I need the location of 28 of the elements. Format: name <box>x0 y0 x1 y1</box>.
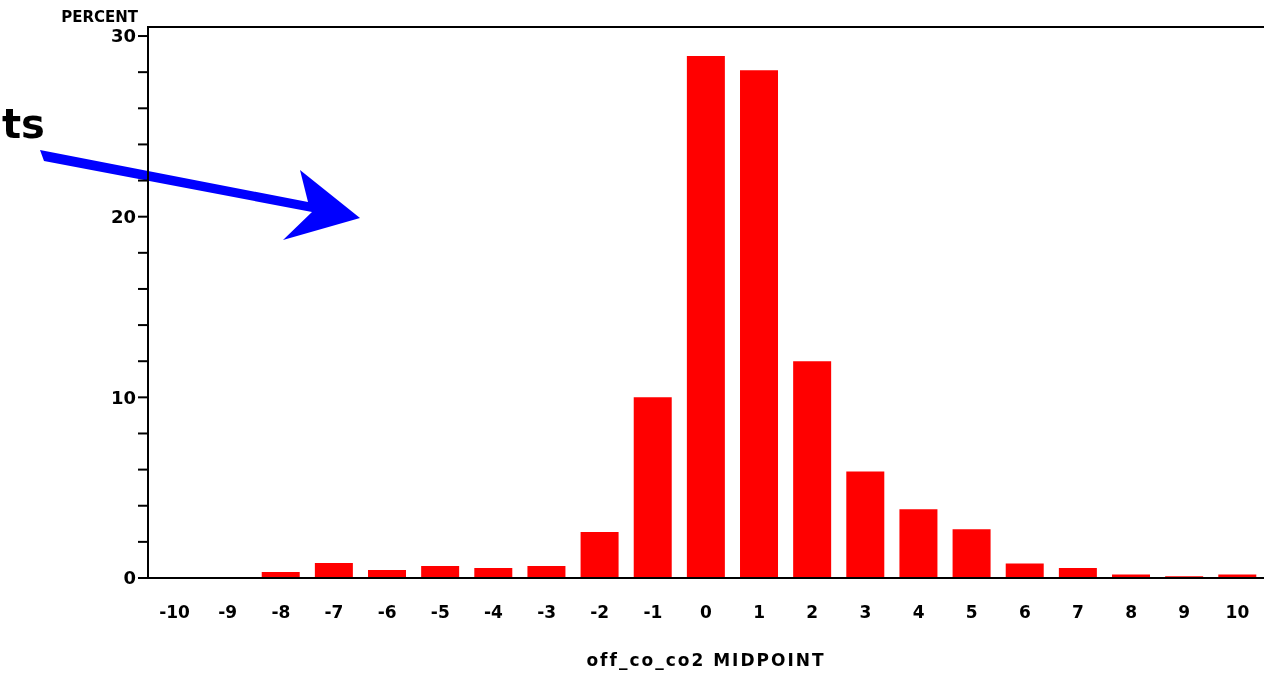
x-tick-label: 4 <box>912 602 925 623</box>
x-tick-label: 6 <box>1018 602 1031 623</box>
x-axis-title: off_co_co2 MIDPOINT <box>586 650 826 670</box>
x-tick-label: 10 <box>1225 602 1250 623</box>
x-tick-label: -5 <box>430 602 450 623</box>
x-tick-label: 7 <box>1072 602 1084 623</box>
x-tick-label: 0 <box>700 602 713 623</box>
y-axis-title: PERCENT <box>61 8 139 26</box>
text: ts <box>2 101 45 147</box>
x-tick-label: 9 <box>1178 602 1191 623</box>
x-tick-label: 2 <box>806 602 819 623</box>
x-tick-label: -1 <box>643 602 663 623</box>
x-tick-label: -7 <box>324 602 344 623</box>
y-tick-label: 20 <box>110 206 136 228</box>
x-tick-label: -2 <box>590 602 610 623</box>
y-tick-label: 0 <box>123 567 136 589</box>
x-tick-label: -9 <box>218 602 238 623</box>
y-tick-label: 30 <box>110 25 136 47</box>
x-tick-label: -10 <box>159 602 191 623</box>
x-tick-label: 8 <box>1125 602 1138 623</box>
x-tick-label: -3 <box>537 602 557 623</box>
y-tick-label: 10 <box>110 386 136 408</box>
x-tick-label: -6 <box>377 602 397 623</box>
x-tick-label: 3 <box>859 602 872 623</box>
x-tick-label: 1 <box>753 602 766 623</box>
x-tick-label: -8 <box>271 602 291 623</box>
x-tick-label: 5 <box>965 602 978 623</box>
x-tick-label: -4 <box>483 602 504 623</box>
